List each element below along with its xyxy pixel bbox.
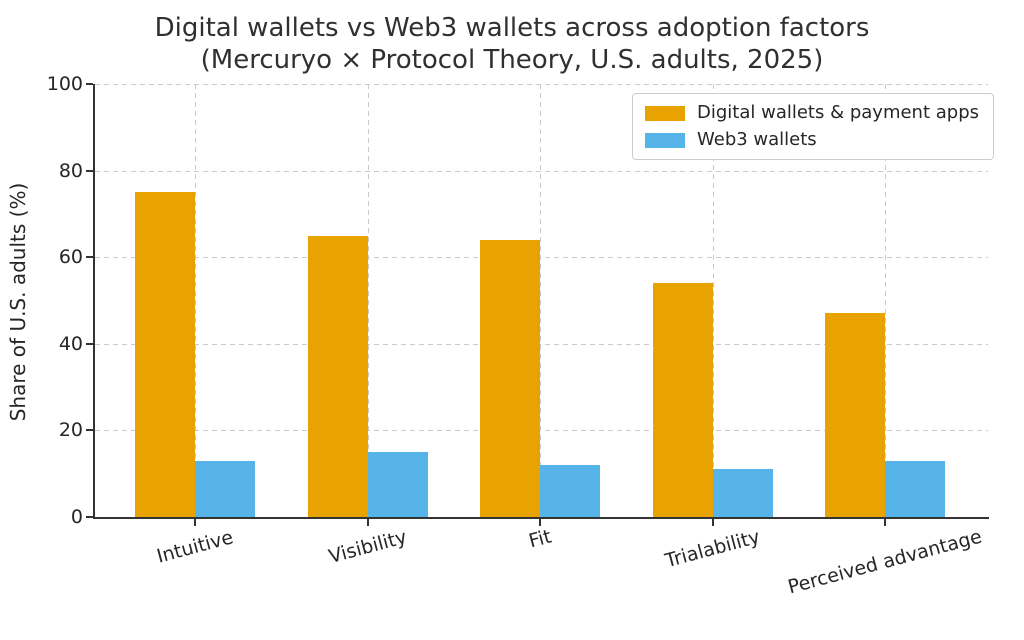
bar-digital-fit — [480, 240, 540, 517]
bar-web3-perceived-advantage — [885, 461, 945, 517]
x-tick-mark-4 — [884, 519, 886, 526]
y-tick-label-40: 40 — [58, 333, 83, 355]
y-tick-label-60: 60 — [58, 246, 83, 268]
gridline-vertical-1 — [368, 84, 369, 517]
legend-item-digital-wallets: Digital wallets & payment apps — [645, 103, 979, 123]
x-tick-label-4: Perceived advantage — [635, 526, 1024, 599]
bar-digital-visibility — [308, 236, 368, 517]
legend-swatch-web3-wallets — [645, 132, 685, 148]
gridline-horizontal-80 — [95, 171, 988, 172]
bar-digital-perceived-advantage — [825, 313, 885, 517]
y-tick-mark-0 — [86, 516, 93, 518]
bar-digital-trialability — [653, 283, 713, 517]
gridline-horizontal-40 — [95, 344, 988, 345]
y-tick-label-20: 20 — [58, 419, 83, 441]
y-axis-spine — [93, 84, 95, 519]
bar-web3-visibility — [368, 452, 428, 517]
x-tick-mark-0 — [194, 519, 196, 526]
gridline-vertical-0 — [195, 84, 196, 517]
y-axis-label: Share of U.S. adults (%) — [6, 182, 30, 422]
bar-web3-intuitive — [195, 461, 255, 517]
y-tick-mark-20 — [86, 429, 93, 431]
bar-web3-fit — [540, 465, 600, 517]
x-tick-mark-2 — [539, 519, 541, 526]
x-axis-spine — [93, 517, 989, 519]
legend-label-web3-wallets: Web3 wallets — [697, 129, 817, 150]
x-tick-label-text-4: Perceived advantage — [785, 525, 985, 599]
chart-subtitle: (Mercuryo × Protocol Theory, U.S. adults… — [200, 45, 824, 75]
y-tick-mark-80 — [86, 170, 93, 172]
x-tick-mark-1 — [367, 519, 369, 526]
gridline-horizontal-60 — [95, 257, 988, 258]
legend-label-digital-wallets: Digital wallets & payment apps — [697, 102, 980, 123]
gridline-vertical-4 — [885, 84, 886, 517]
bar-web3-trialability — [713, 469, 773, 517]
gridline-vertical-2 — [540, 84, 541, 517]
legend: Digital wallets & payment apps Web3 walle… — [632, 93, 995, 160]
legend-swatch-digital-wallets — [645, 105, 685, 121]
y-tick-label-80: 80 — [58, 160, 83, 182]
y-tick-label-0: 0 — [70, 506, 83, 528]
bar-digital-intuitive — [135, 192, 195, 517]
gridline-horizontal-20 — [95, 430, 988, 431]
y-tick-label-100: 100 — [46, 73, 83, 95]
legend-item-web3-wallets: Web3 wallets — [645, 130, 979, 150]
gridline-vertical-3 — [713, 84, 714, 517]
y-tick-mark-60 — [86, 256, 93, 258]
y-tick-mark-100 — [86, 83, 93, 85]
gridline-horizontal-100 — [95, 84, 988, 85]
x-tick-mark-3 — [712, 519, 714, 526]
chart-title: Digital wallets vs Web3 wallets across a… — [154, 13, 870, 43]
y-tick-mark-40 — [86, 343, 93, 345]
